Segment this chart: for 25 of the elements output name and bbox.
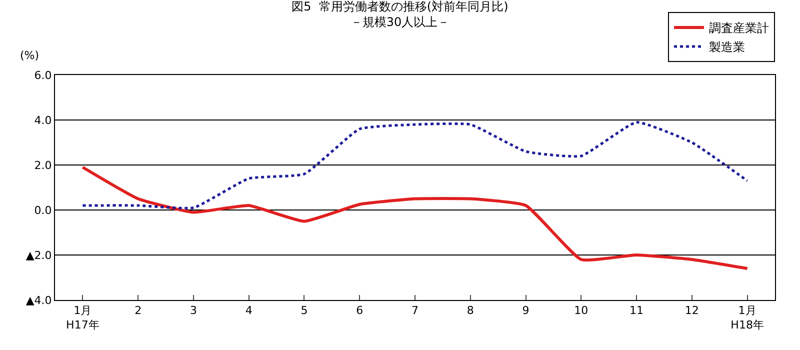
line-series (81, 121, 749, 210)
chart-title: 図5 常用労働者数の推移(対前年同月比) －規模30人以上－ (292, 0, 508, 30)
x-tick-label: 8 (466, 304, 474, 318)
x-tick-label: 2 (134, 304, 142, 318)
y-axis-title: (%) (20, 49, 40, 62)
x-tick-label: 11 (630, 304, 644, 318)
y-tick-label: 6.0 (34, 68, 52, 82)
y-tick-label: 0.0 (34, 204, 52, 217)
y-tick-label: ▲4.0 (26, 294, 52, 307)
x-tick-label: 6 (356, 304, 364, 318)
y-tick-label: 4.0 (34, 114, 52, 127)
y-tick-label: ▲2.0 (26, 248, 52, 262)
x-tick-label: 1月 H17年 (66, 304, 100, 332)
x-tick-label: 5 (300, 304, 308, 318)
legend-label: 製造業 (709, 40, 745, 54)
x-tick-label: 10 (574, 304, 588, 318)
x-tick-label: 12 (684, 304, 699, 318)
x-tick-label: 7 (412, 304, 418, 318)
x-tick-label: 1月 H18年 (730, 304, 764, 332)
line-series (81, 166, 749, 270)
x-tick-label: 3 (190, 304, 197, 318)
x-tick-label: 4 (245, 304, 252, 318)
x-tick-label: 9 (522, 304, 530, 318)
y-tick-label: 2.0 (34, 158, 52, 172)
legend-label: 調査産業計 (709, 21, 769, 36)
